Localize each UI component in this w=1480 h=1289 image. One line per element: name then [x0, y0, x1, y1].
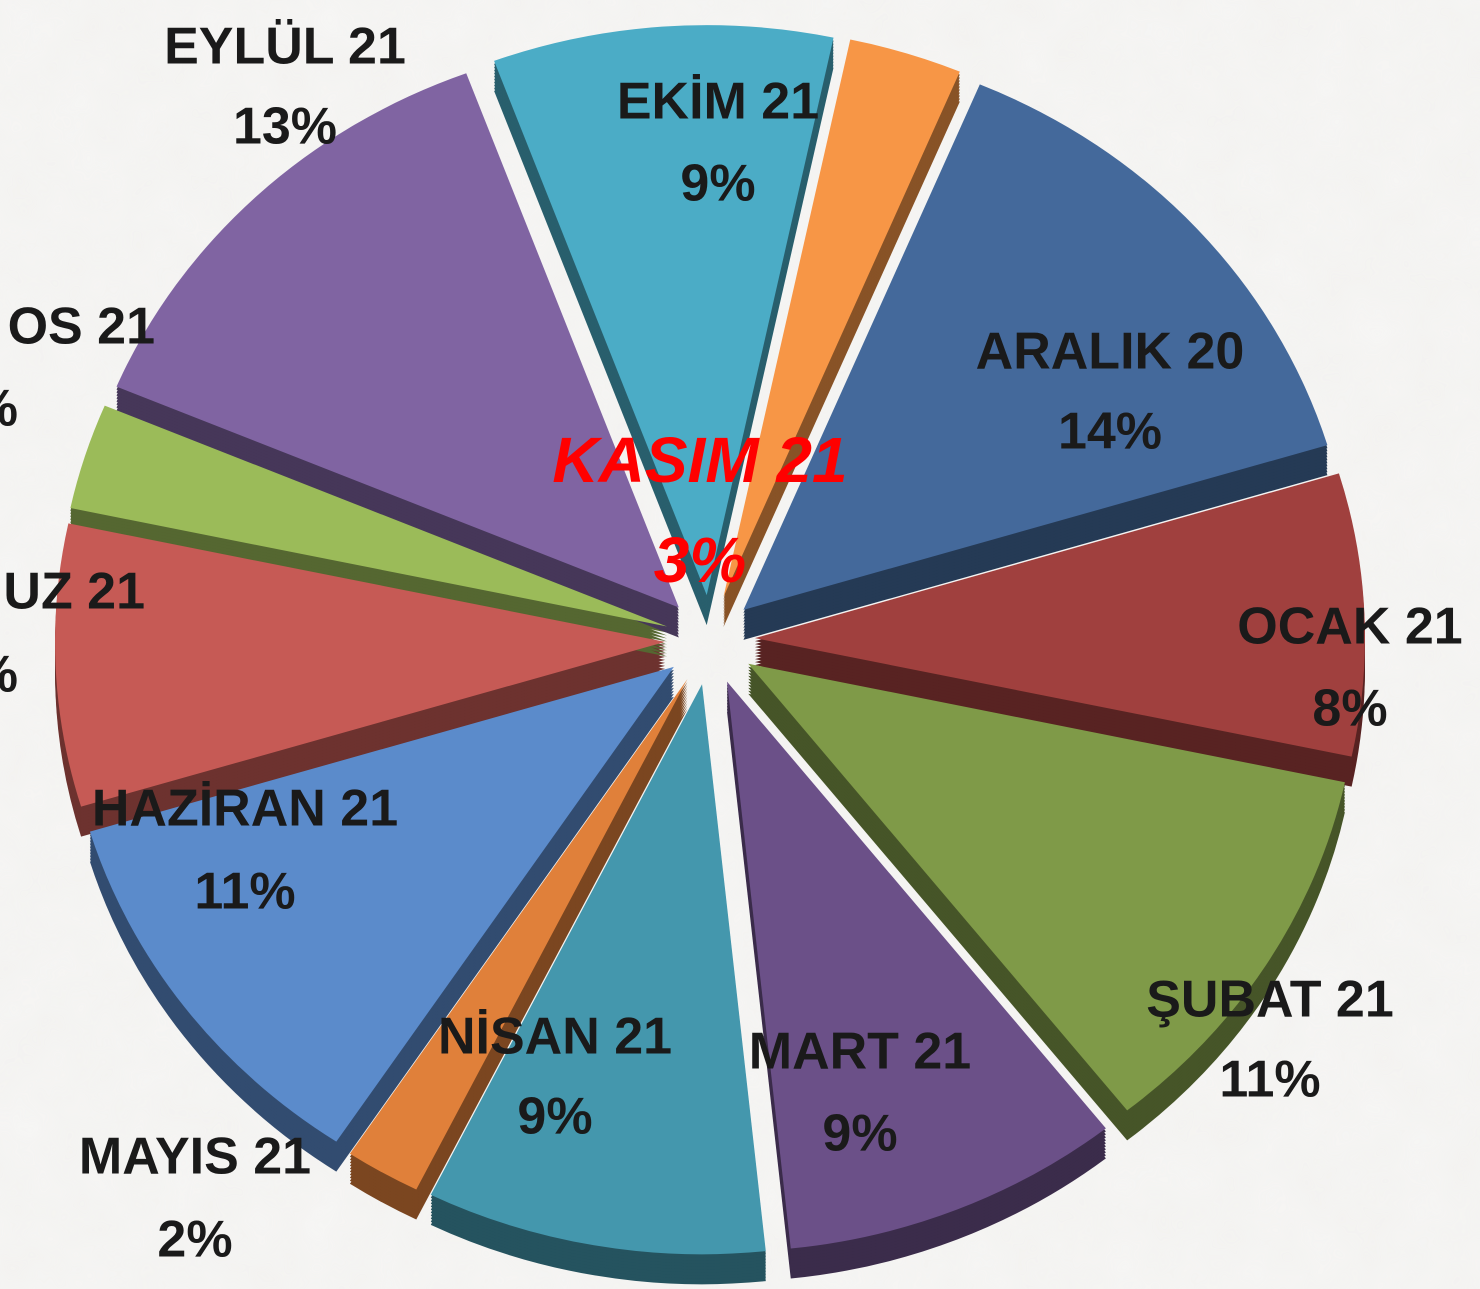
slice	[55, 523, 666, 807]
slice-label: OCAK 21	[1237, 598, 1462, 656]
slice-value-label: 9%	[680, 155, 755, 213]
slice-value-label: 8%	[1312, 680, 1387, 738]
slice-value-label: 9%	[822, 1105, 897, 1163]
slice	[727, 681, 1106, 1249]
slice-value-label: 11%	[1219, 1051, 1320, 1109]
slice-label: MART 21	[749, 1023, 971, 1081]
slice	[70, 405, 668, 627]
slice-label: EYLÜL 21	[164, 18, 406, 76]
slice	[430, 684, 766, 1255]
slice-value-label: 9%	[517, 1088, 592, 1146]
slice	[754, 473, 1365, 757]
slice-label: ŞUBAT 21	[1146, 971, 1394, 1029]
slice-label: ARALIK 20	[976, 323, 1245, 381]
slice	[116, 73, 679, 608]
slice	[723, 39, 960, 598]
slice-label: HAZİRAN 21	[92, 780, 398, 838]
slice	[748, 663, 1345, 1111]
slice-value-label: %	[0, 646, 18, 704]
slice	[89, 666, 674, 1142]
slice-value-label: %	[0, 380, 18, 438]
slice-label: MAYIS 21	[79, 1128, 311, 1186]
slice-value-label: 11%	[194, 863, 295, 921]
slice-label: NİSAN 21	[438, 1008, 672, 1066]
slice-value-label: 3%	[654, 524, 747, 596]
slice	[494, 25, 834, 596]
slice-label: EKİM 21	[617, 73, 819, 131]
slice-label: KASIM 21	[552, 424, 847, 496]
slice-label: UZ 21	[3, 563, 145, 621]
slice	[743, 84, 1328, 610]
slice-label: OS 21	[8, 298, 155, 356]
slice-value-label: 14%	[1058, 403, 1162, 461]
slice	[349, 678, 688, 1190]
slice-value-label: 2%	[157, 1211, 232, 1269]
slice-value-label: 13%	[233, 98, 337, 156]
